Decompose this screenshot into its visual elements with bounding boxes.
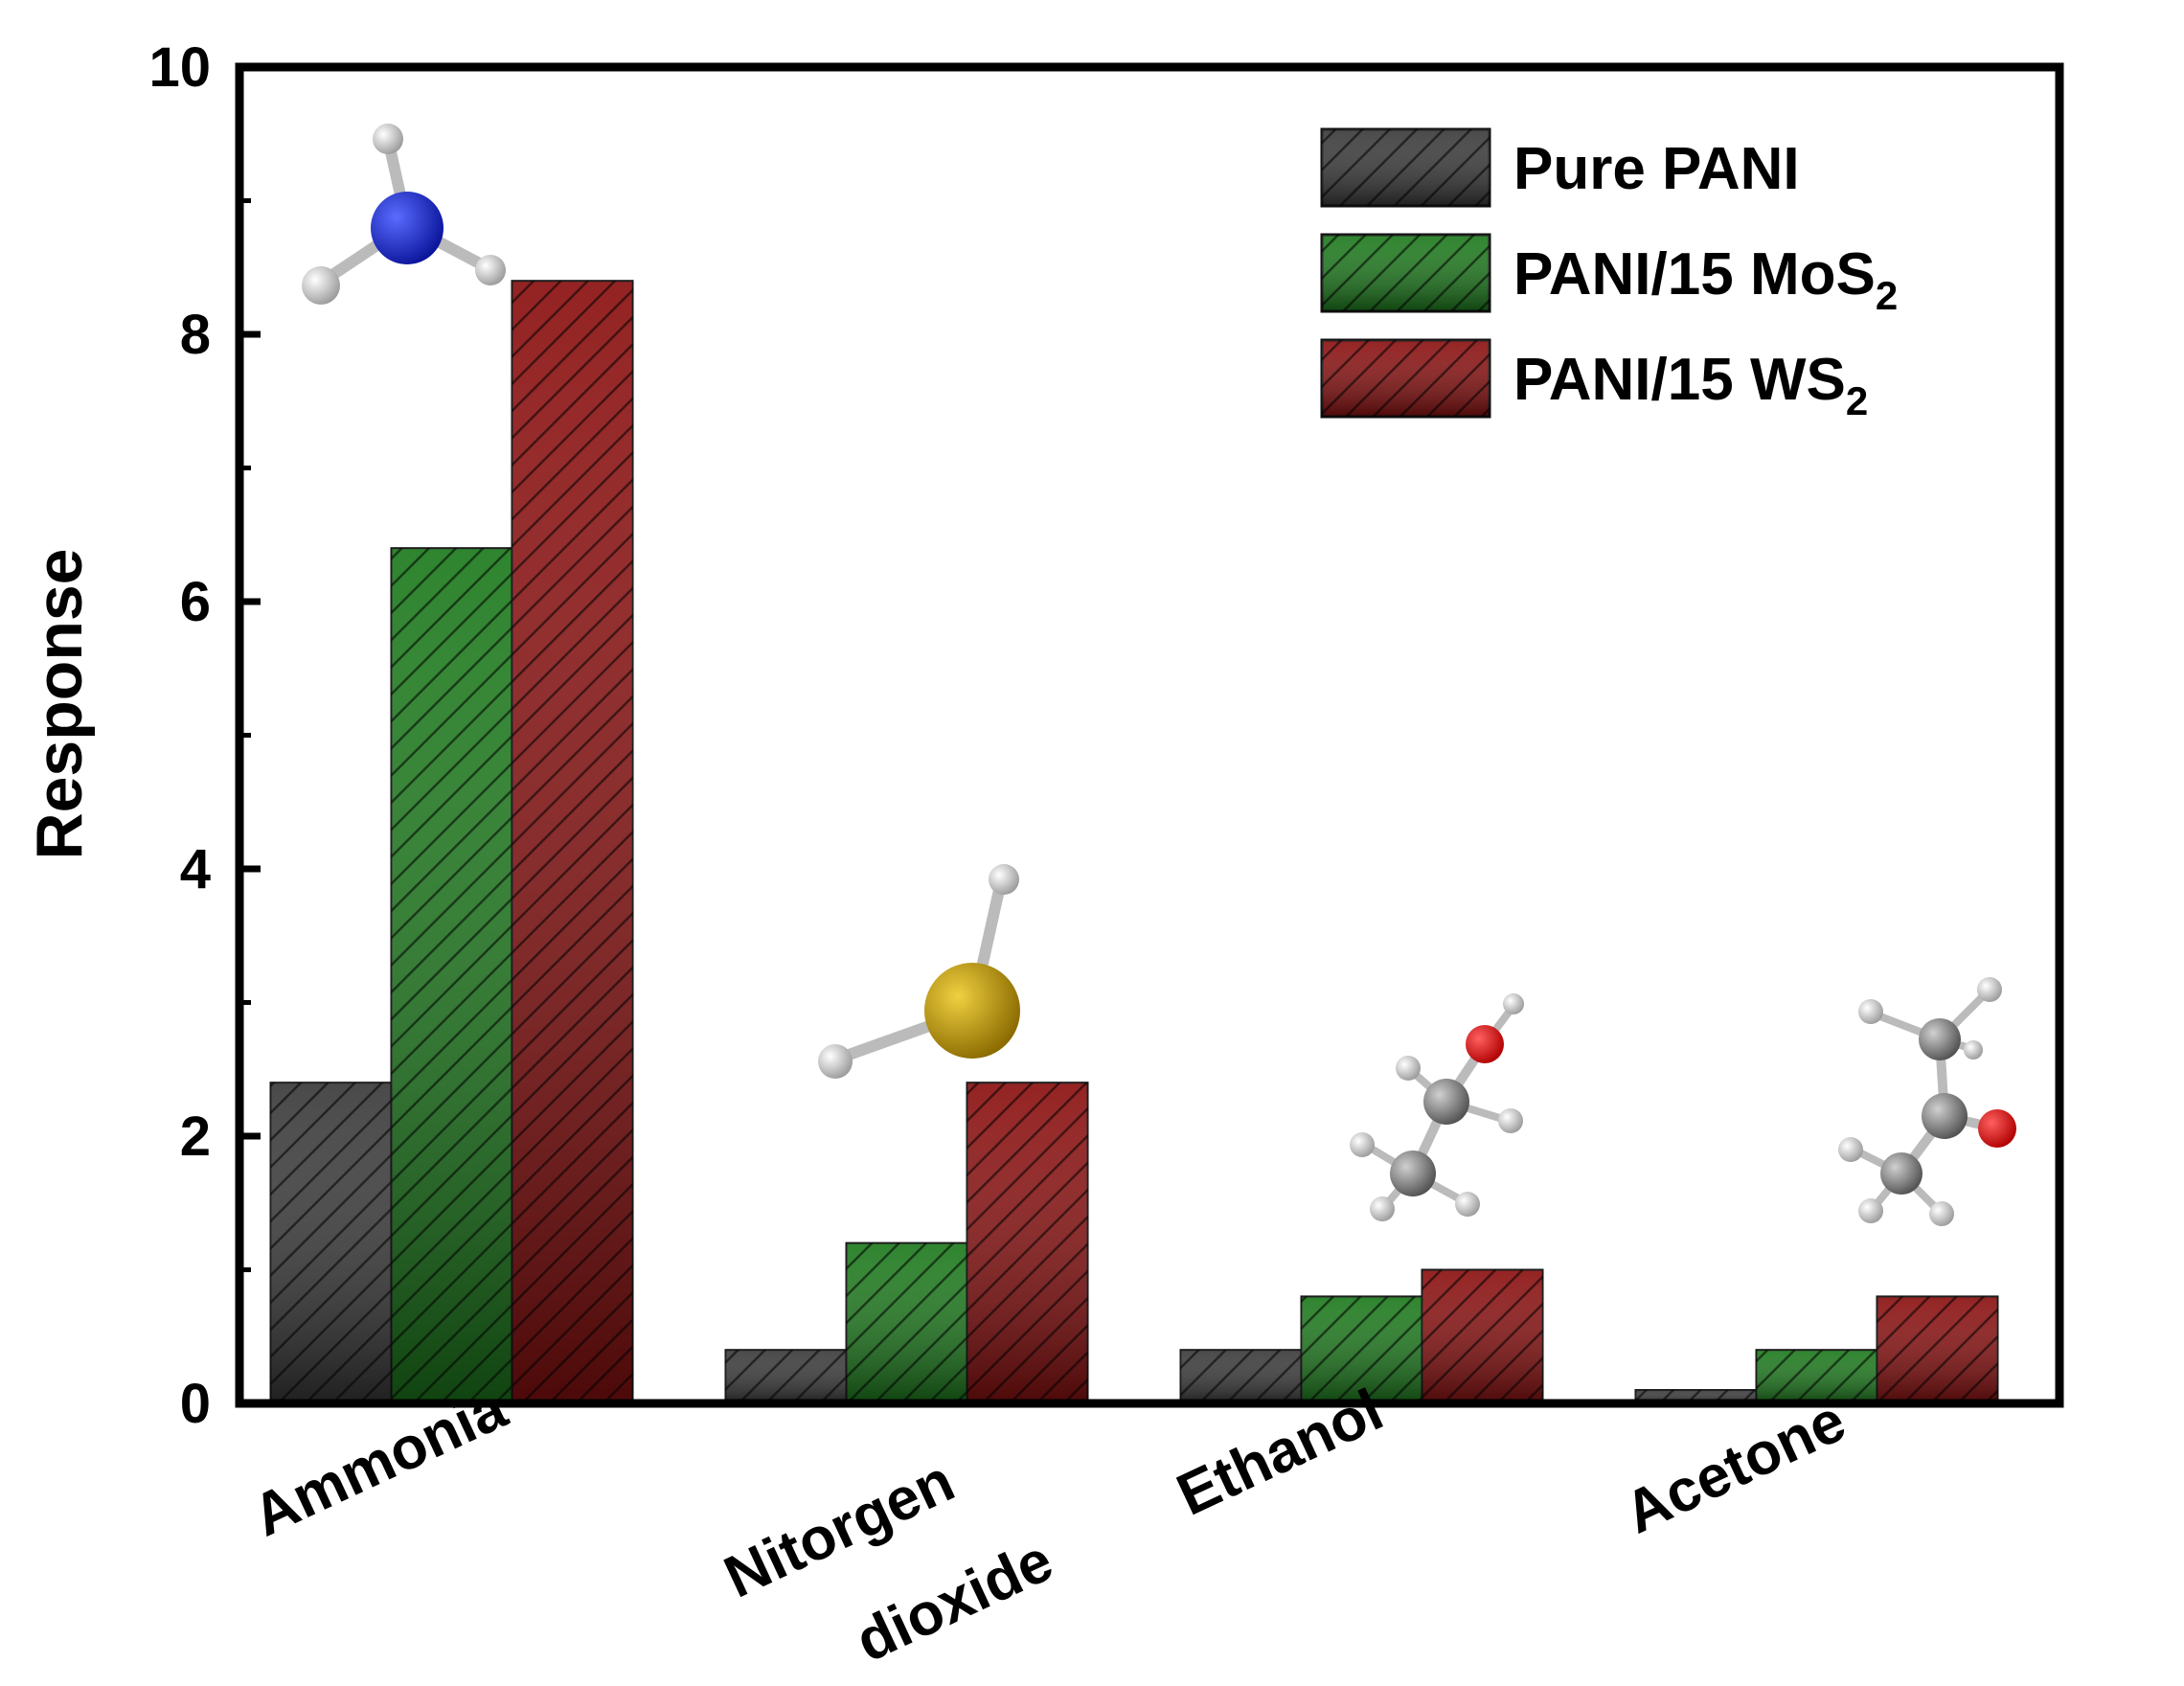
legend-item: PANI/15 WS2 bbox=[1320, 338, 1868, 423]
y-tick-label: 8 bbox=[180, 304, 211, 366]
bar bbox=[1421, 1268, 1544, 1404]
bar bbox=[511, 280, 634, 1405]
ethanol-molecule-icon bbox=[1350, 993, 1524, 1221]
bar bbox=[390, 547, 513, 1404]
bar bbox=[966, 1082, 1089, 1404]
bar bbox=[269, 1082, 393, 1404]
bar bbox=[845, 1242, 968, 1404]
x-category-label: Acetone bbox=[1615, 1387, 1855, 1546]
y-axis-ticks: 0 2 4 6 8 10 bbox=[148, 36, 261, 1435]
bar bbox=[1179, 1349, 1303, 1404]
plot-frame bbox=[235, 62, 2064, 1408]
bar bbox=[1755, 1349, 1878, 1404]
bars-group bbox=[269, 280, 1999, 1405]
legend-item: Pure PANI bbox=[1320, 127, 1800, 208]
hydrogen-sulfide-molecule-icon bbox=[818, 864, 1020, 1079]
y-tick-label: 6 bbox=[180, 571, 211, 633]
bar bbox=[1876, 1295, 1999, 1405]
legend-label: PANI/15 WS2 bbox=[1513, 347, 1868, 423]
y-tick-label: 10 bbox=[148, 36, 211, 99]
y-axis-title: Response bbox=[23, 549, 96, 860]
legend-item: PANI/15 MoS2 bbox=[1320, 233, 1898, 318]
y-tick-label: 4 bbox=[180, 838, 211, 900]
ammonia-molecule-icon bbox=[302, 124, 506, 305]
bar bbox=[724, 1349, 848, 1404]
legend-label: PANI/15 MoS2 bbox=[1513, 241, 1898, 318]
legend-label: Pure PANI bbox=[1513, 136, 1800, 202]
legend: Pure PANI PANI/15 MoS2 PANI/15 WS2 bbox=[1320, 127, 1898, 423]
x-category-label: dioxide bbox=[846, 1527, 1062, 1675]
y-tick-label: 2 bbox=[180, 1105, 211, 1168]
acetone-molecule-icon bbox=[1838, 977, 2016, 1226]
bar bbox=[1300, 1295, 1423, 1405]
y-tick-label: 0 bbox=[180, 1373, 211, 1435]
